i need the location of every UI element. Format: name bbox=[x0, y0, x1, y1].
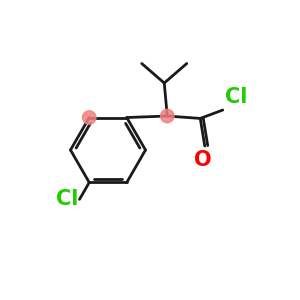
Text: O: O bbox=[194, 150, 212, 169]
Text: Cl: Cl bbox=[225, 87, 248, 107]
Text: Cl: Cl bbox=[56, 189, 78, 209]
Circle shape bbox=[160, 109, 174, 123]
Circle shape bbox=[82, 111, 96, 124]
